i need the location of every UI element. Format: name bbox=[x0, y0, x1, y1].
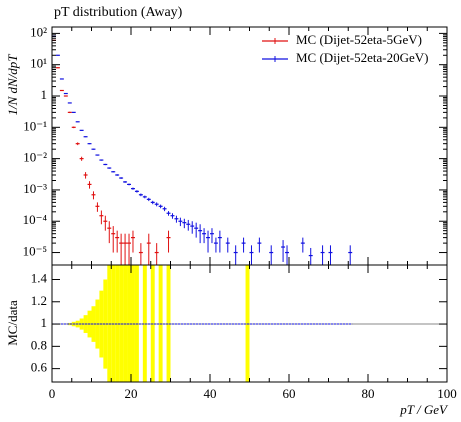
ratio-y-tick-label: 1 bbox=[41, 315, 48, 330]
x-tick-label: 0 bbox=[49, 386, 56, 401]
y-tick-label: 10⁻¹ bbox=[23, 118, 47, 133]
chart-title: pT distribution (Away) bbox=[54, 5, 183, 20]
axes: 0 20 40 60 80 100 10² 10¹ 1 10⁻¹ 10⁻² 10⁻³ 10⁻⁴ 10⁻⁵ 0… bbox=[23, 24, 457, 401]
x-axis-label: pT / GeV bbox=[399, 402, 449, 417]
y-tick-label: 10⁻⁴ bbox=[23, 212, 48, 227]
x-tick-label: 40 bbox=[204, 386, 217, 401]
y-tick-label: 1 bbox=[41, 87, 48, 102]
ratio-band bbox=[123, 265, 128, 382]
ratio-band bbox=[245, 265, 250, 382]
ratio-band bbox=[142, 265, 147, 382]
x-tick-label: 80 bbox=[362, 386, 375, 401]
x-tick-label: 100 bbox=[437, 386, 457, 401]
ratio-axis-label: MC/data bbox=[5, 300, 20, 346]
y-tick-label: 10⁻² bbox=[23, 150, 47, 165]
y-tick-label: 10⁻³ bbox=[23, 181, 47, 196]
ratio-band bbox=[115, 265, 120, 382]
ratio-y-tick-label: 1.2 bbox=[31, 293, 47, 308]
x-tick-label: 20 bbox=[125, 386, 138, 401]
ratio-y-tick-label: 1.4 bbox=[31, 270, 48, 285]
ratio-band bbox=[131, 265, 135, 382]
ratio-band bbox=[134, 265, 139, 382]
ratio-band bbox=[127, 265, 131, 382]
y-tick-label: 10⁻⁵ bbox=[23, 244, 47, 259]
y-axis-label: 1/N dN/dpT bbox=[5, 54, 20, 116]
ratio-band bbox=[111, 265, 116, 382]
ratio-band bbox=[107, 265, 112, 382]
ratio-y-tick-label: 0.8 bbox=[31, 337, 47, 352]
ratio-y-tick-label: 0.6 bbox=[31, 360, 48, 375]
legend-label: MC (Dijet-52eta-20GeV) bbox=[296, 50, 429, 65]
legend-label: MC (Dijet-52eta-5GeV) bbox=[296, 32, 422, 47]
y-tick-label: 10¹ bbox=[30, 56, 47, 71]
ratio-band bbox=[158, 265, 163, 382]
main-plot bbox=[52, 35, 353, 265]
ratio-plot bbox=[52, 265, 447, 382]
ratio-band bbox=[166, 265, 171, 382]
ratio-band bbox=[150, 265, 155, 382]
y-tick-label: 10² bbox=[30, 24, 47, 39]
ratio-band bbox=[119, 265, 124, 382]
x-tick-label: 60 bbox=[283, 386, 296, 401]
